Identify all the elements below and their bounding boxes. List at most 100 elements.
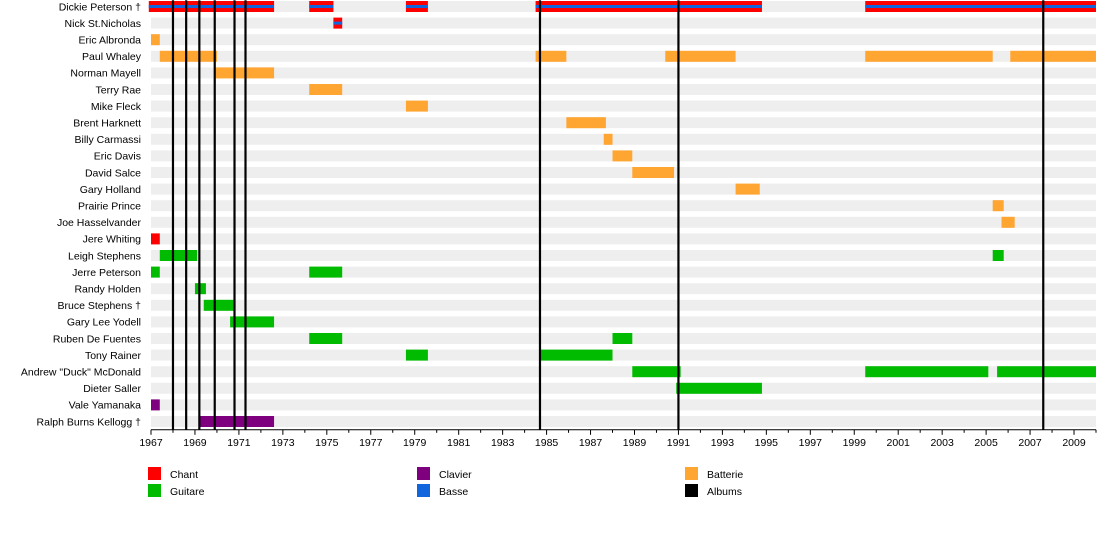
member-bar	[159, 250, 198, 261]
x-tick-label: 1997	[799, 437, 823, 449]
x-tick-label: 1983	[491, 437, 515, 449]
member-label: Terry Rae	[95, 84, 141, 96]
member-bar	[612, 333, 633, 344]
member-bar	[151, 233, 160, 245]
member-bar	[632, 366, 681, 378]
member-bar	[735, 183, 760, 195]
member-label: Eric Davis	[94, 151, 141, 163]
member-bar	[665, 50, 736, 62]
legend: Chant Guitare Clavier Basse Batterie Albums	[148, 467, 743, 498]
member-bar	[309, 84, 343, 95]
member-label: Jere Whiting	[83, 234, 142, 246]
x-tick-label: 2009	[1062, 437, 1086, 449]
row-band	[151, 283, 1096, 295]
member-bar	[992, 200, 1004, 212]
x-tick-label: 1979	[403, 437, 427, 449]
member-bar-secondary	[865, 5, 1096, 8]
x-tick-label: 1999	[843, 437, 867, 449]
x-tick-label: 2003	[930, 437, 954, 449]
member-label: Paul Whaley	[82, 51, 142, 63]
legend-swatch-chant	[148, 467, 161, 480]
member-bar-secondary	[535, 5, 762, 8]
legend-label-guitare: Guitare	[170, 486, 205, 498]
member-label: Gary Lee Yodell	[67, 317, 141, 329]
member-bar	[612, 150, 633, 162]
x-tick-label: 1977	[359, 437, 383, 449]
album-lines	[171, 0, 1045, 430]
member-bar	[309, 333, 343, 344]
row-band	[151, 366, 1096, 378]
row-band	[151, 167, 1096, 178]
row-band	[151, 100, 1096, 112]
member-labels: Dickie Peterson † Nick St.Nicholas Eric Al…	[21, 1, 142, 428]
row-band	[151, 216, 1096, 228]
member-bar	[992, 250, 1004, 261]
legend-swatch-basse	[417, 484, 430, 497]
row-band	[151, 84, 1096, 95]
member-bar	[405, 100, 428, 112]
x-tick-label: 1989	[623, 437, 647, 449]
member-label: Bruce Stephens †	[58, 300, 142, 312]
member-label: Ralph Burns Kellogg †	[37, 416, 142, 428]
member-bar-secondary	[309, 5, 334, 8]
member-bar-secondary	[333, 21, 343, 25]
member-label: Andrew "Duck" McDonald	[21, 367, 141, 379]
x-tick-label: 1987	[579, 437, 603, 449]
member-bar-secondary	[148, 5, 275, 8]
row-band	[151, 349, 1096, 361]
member-label: Mike Fleck	[91, 101, 142, 113]
member-bar	[603, 133, 613, 145]
x-tick-label: 1991	[667, 437, 691, 449]
row-band	[151, 416, 1096, 427]
x-tick-label: 2007	[1018, 437, 1042, 449]
row-band	[151, 17, 1096, 29]
legend-label-albums: Albums	[707, 486, 742, 498]
x-tick-label: 1985	[535, 437, 559, 449]
member-bar	[159, 50, 217, 62]
member-label: Leigh Stephens	[68, 250, 141, 262]
row-band	[151, 250, 1096, 261]
row-bands	[151, 1, 1096, 427]
member-label: Nick St.Nicholas	[65, 18, 141, 30]
member-bar	[151, 34, 160, 46]
row-band	[151, 117, 1096, 129]
member-bars	[148, 1, 1096, 427]
x-tick-label: 1995	[755, 437, 779, 449]
member-bar	[566, 117, 606, 129]
x-tick-label: 1975	[315, 437, 339, 449]
member-bar	[535, 50, 567, 62]
member-label: Randy Holden	[74, 284, 141, 296]
x-tick-label: 1967	[139, 437, 163, 449]
row-band	[151, 382, 1096, 394]
member-bar	[230, 316, 275, 328]
member-label: David Salce	[85, 167, 141, 179]
member-label: Tony Rainer	[85, 350, 142, 362]
x-axis: 1967 1969 1971 1973 1975 1977 1979 1981 1983 1985…	[139, 429, 1097, 449]
legend-swatch-clavier	[417, 467, 430, 480]
row-band	[151, 200, 1096, 212]
member-label: Brent Harknett	[73, 118, 141, 130]
member-bar	[539, 349, 613, 361]
member-label: Dieter Saller	[83, 383, 141, 395]
member-label: Norman Mayell	[70, 68, 141, 80]
member-bar	[865, 50, 993, 62]
member-bar	[1010, 50, 1096, 62]
row-band	[151, 50, 1096, 62]
legend-swatch-albums	[685, 484, 698, 497]
member-label: Gary Holland	[80, 184, 141, 196]
member-label: Ruben De Fuentes	[53, 333, 141, 345]
row-band	[151, 266, 1096, 278]
member-bar	[309, 266, 343, 278]
legend-label-clavier: Clavier	[439, 469, 472, 481]
member-bar	[405, 349, 428, 361]
row-band	[151, 67, 1096, 79]
row-band	[151, 233, 1096, 245]
member-bar	[997, 366, 1096, 378]
member-bar	[199, 416, 275, 427]
member-bar	[151, 266, 160, 278]
member-bar	[676, 382, 762, 394]
member-bar	[865, 366, 989, 378]
legend-label-chant: Chant	[170, 469, 198, 481]
member-bar-secondary	[405, 5, 428, 8]
